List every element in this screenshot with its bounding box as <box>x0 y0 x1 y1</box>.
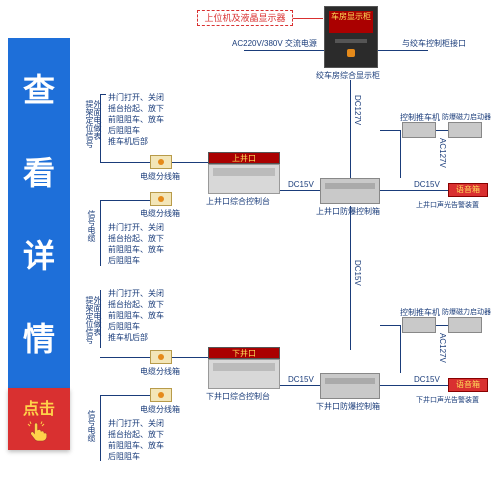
lbl-dc15v-v: DC15V <box>353 260 362 286</box>
signal-list-b: 井门打开、关闭摇台抬起、放下前阻阻车、放车后阻阻车 <box>108 222 164 266</box>
junction-box <box>150 192 172 206</box>
upper-control-box <box>320 178 380 204</box>
lbl-bot-ctrlbox: 下井口防爆控制箱 <box>316 401 380 412</box>
junction-box <box>150 350 172 364</box>
lbl-exp-starter: 防爆磁力启动器 <box>442 112 491 122</box>
lbl-bot-console: 下井口综合控制台 <box>206 391 270 402</box>
small-box <box>402 317 436 333</box>
junction-box <box>150 155 172 169</box>
signal-list-d: 井门打开、关闭摇台抬起、放下前阻阻车、放车后阻阻车 <box>108 418 164 462</box>
signal-list-c: 井门打开、关闭摇台抬起、放下前阻阻车、放车后阻阻车推车机后部 <box>108 288 164 343</box>
diagram-canvas: 上位机及液晶显示器 车房显示柜 绞车房综合显示柜 AC220V/380V 交流电… <box>0 0 500 500</box>
small-box <box>448 122 482 138</box>
lbl-ac-power: AC220V/380V 交流电源 <box>232 38 317 49</box>
lbl-dc15v: DC15V <box>288 375 314 384</box>
upper-console: 上井口 <box>208 152 280 194</box>
signal-list-a: 井门打开、关闭摇台抬起、放下前阻阻车、放车后阻阻车推车机后部 <box>108 92 164 147</box>
lbl-ctrl-winch: 控制推车机 <box>400 307 440 318</box>
voice-box: 语音箱 <box>448 183 488 197</box>
cabinet-screen: 车房显示柜 <box>329 11 373 33</box>
lower-control-box <box>320 373 380 399</box>
lower-console: 下井口 <box>208 347 280 389</box>
lbl-dc15v: DC15V <box>288 180 314 189</box>
lbl-dc15v: DC15V <box>414 180 440 189</box>
lbl-ac127v: AC127V <box>438 138 447 168</box>
vlabel-g6: 外面电做表 <box>92 296 103 336</box>
junction-box <box>150 388 172 402</box>
console-banner: 上井口 <box>208 152 280 164</box>
lbl-distbox: 电缆分线箱 <box>140 208 180 219</box>
vlabel-g2: 外面电做表 <box>92 100 103 140</box>
lbl-distbox: 电缆分线箱 <box>140 171 180 182</box>
vlabel-g4: 信号电缆 <box>86 410 97 442</box>
lbl-hoist-iface: 与绞车控制柜接口 <box>402 38 466 49</box>
lbl-distbox: 电缆分线箱 <box>140 404 180 415</box>
lbl-exp-starter: 防爆磁力启动器 <box>442 307 491 317</box>
cabinet-caption: 绞车房综合显示柜 <box>316 70 380 81</box>
lbl-distbox: 电缆分线箱 <box>140 366 180 377</box>
lbl-bot-alarm: 下井口声光告警装置 <box>416 395 479 405</box>
lbl-ctrl-winch: 控制推车机 <box>400 112 440 123</box>
vlabel-g3: 信号电缆 <box>86 210 97 242</box>
lbl-dc15v: DC15V <box>414 375 440 384</box>
small-box <box>448 317 482 333</box>
lbl-top-ctrlbox: 上井口防爆控制箱 <box>316 206 380 217</box>
lbl-ac127v: AC127V <box>438 333 447 363</box>
console-banner: 下井口 <box>208 347 280 359</box>
voice-box: 语音箱 <box>448 378 488 392</box>
display-cabinet: 车房显示柜 <box>324 6 378 68</box>
lbl-top-console: 上井口综合控制台 <box>206 196 270 207</box>
callout-host-pc: 上位机及液晶显示器 <box>197 10 293 26</box>
lbl-dc127v: DC127V <box>353 95 362 125</box>
lbl-top-alarm: 上井口声光告警装置 <box>416 200 479 210</box>
small-box <box>402 122 436 138</box>
